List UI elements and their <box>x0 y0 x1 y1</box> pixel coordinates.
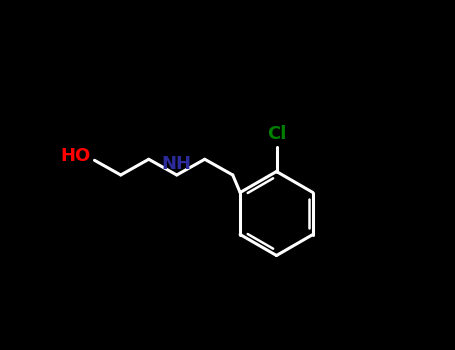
Text: HO: HO <box>61 147 91 166</box>
Text: NH: NH <box>162 155 192 173</box>
Text: Cl: Cl <box>267 125 286 143</box>
